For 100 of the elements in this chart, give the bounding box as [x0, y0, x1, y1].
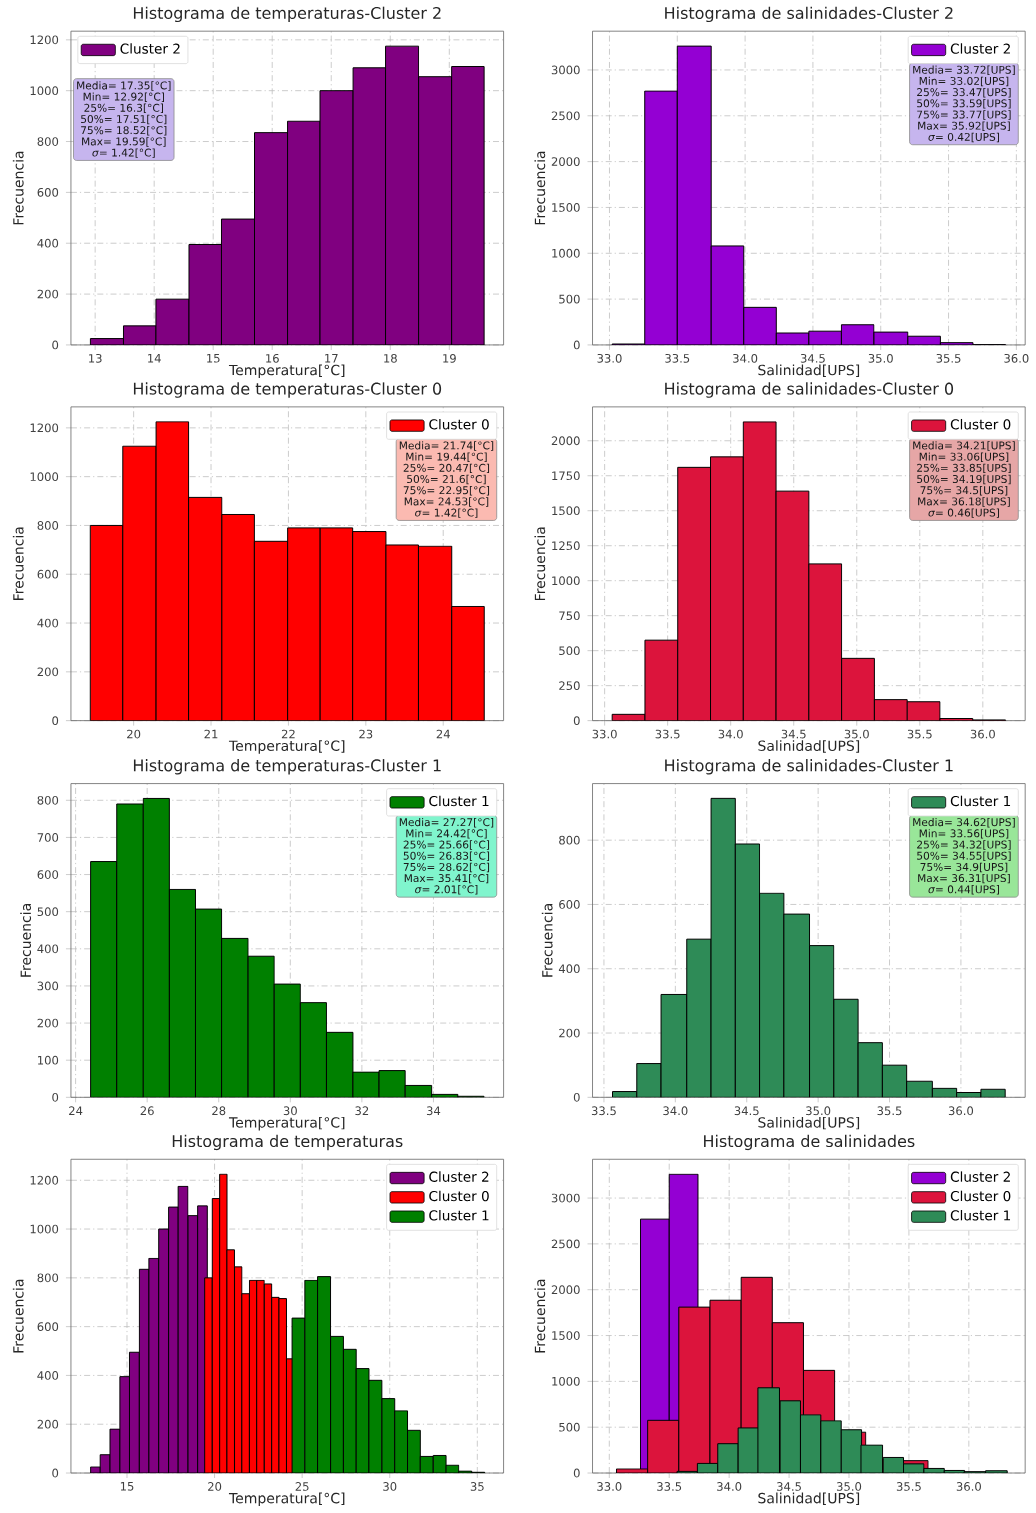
x-tick-label: 30	[283, 1106, 297, 1116]
y-axis-title: Frecuencia	[534, 151, 546, 225]
x-tick-label: 20	[208, 1482, 222, 1491]
annotation: Max= 36.18[UPS]	[918, 497, 1010, 507]
y-axis-title: Frecuencia	[20, 904, 32, 977]
y-axis-title: Frecuencia	[12, 1279, 24, 1353]
x-tick-label: 13	[89, 353, 102, 363]
annotation: Media= 33.72[UPS]	[913, 65, 1015, 76]
x-tick-label: 15	[207, 353, 220, 363]
x-tick-label: 33.0	[592, 729, 617, 739]
legend-label: Cluster 0	[429, 418, 489, 430]
x-tick-label: 18	[384, 353, 397, 363]
legend-label: Cluster 2	[950, 43, 1010, 54]
legend-label: Cluster 0	[950, 1190, 1011, 1202]
legend-label: Cluster 0	[429, 1190, 489, 1202]
x-tick-label: 36.0	[956, 1482, 982, 1491]
y-tick-label: 600	[37, 569, 59, 579]
y-tick-label: 1750	[552, 471, 580, 481]
y-tick-label: 200	[37, 667, 59, 677]
annotation: 25%= 33.85[UPS]	[917, 463, 1011, 474]
y-tick-label: 600	[37, 870, 59, 879]
annotation: 25%= 34.32[UPS]	[917, 840, 1011, 850]
chart-title: Histograma de temperaturas	[172, 1134, 403, 1151]
x-tick-label: 34.5	[800, 353, 825, 363]
annotation: 50%= 26.83[°C]	[403, 851, 490, 861]
y-tick-label: 1500	[552, 506, 580, 516]
y-axis-title: Frecuencia	[534, 1279, 546, 1353]
y-tick-label: 500	[37, 907, 59, 917]
y-tick-label: 0	[52, 1468, 59, 1478]
y-tick-label: 500	[559, 1422, 580, 1432]
y-tick-label: 1000	[552, 1376, 580, 1386]
x-tick-label: 33.0	[597, 1482, 622, 1491]
x-tick-label: 36.0	[1004, 353, 1029, 363]
x-tick-label: 19	[443, 353, 456, 363]
x-axis-title: Salinidad[UPS]	[758, 1492, 860, 1506]
y-tick-label: 0	[573, 1092, 580, 1102]
x-tick-label: 23	[359, 729, 373, 739]
x-axis-title: Salinidad[UPS]	[758, 1116, 860, 1130]
x-tick-label: 35.5	[877, 1106, 902, 1116]
x-tick-label: 34.5	[777, 1482, 802, 1491]
x-tick-label: 35.0	[844, 729, 869, 739]
y-tick-label: 600	[37, 1322, 59, 1332]
x-tick-label: 33.5	[591, 1106, 616, 1116]
annotation: 25%= 33.47[UPS]	[917, 87, 1011, 98]
y-tick-label: 400	[37, 238, 59, 248]
y-tick-label: 0	[573, 1468, 580, 1478]
y-tick-label: 0	[573, 340, 580, 350]
annotation: Max= 35.41[°C]	[404, 873, 489, 884]
y-tick-label: 0	[573, 716, 580, 725]
y-tick-label: 1200	[30, 35, 59, 45]
y-tick-label: 2000	[551, 1285, 580, 1295]
y-tick-label: 800	[37, 1273, 59, 1283]
y-tick-label: 500	[559, 294, 580, 304]
y-axis-title: Frecuencia	[541, 904, 553, 977]
annotation: Min= 19.44[°C]	[406, 452, 487, 462]
x-tick-label: 26	[140, 1106, 154, 1116]
x-tick-label: 22	[281, 729, 295, 739]
x-tick-label: 33.5	[665, 353, 690, 363]
annotation: Min= 33.56[UPS]	[919, 829, 1009, 839]
annotation: 50%= 21.6[°C]	[407, 474, 486, 485]
y-tick-label: 100	[38, 1055, 59, 1065]
annotation: 75%= 34.9[UPS]	[920, 862, 1008, 873]
y-tick-label: 2000	[551, 157, 580, 166]
annotation: 25%= 25.66[°C]	[403, 840, 490, 850]
y-tick-label: 800	[37, 521, 59, 530]
y-tick-label: 1200	[30, 423, 59, 433]
x-tick-label: 33.5	[657, 1482, 682, 1491]
y-tick-label: 0	[52, 1092, 59, 1102]
x-axis-title: Temperatura[°C]	[229, 1116, 345, 1131]
y-tick-label: 800	[559, 835, 580, 845]
y-axis-title: Frecuencia	[12, 527, 24, 600]
annotation: Media= 34.21[UPS]	[913, 441, 1015, 451]
annotation: Max= 19.59[°C]	[82, 137, 166, 147]
chart-title: Histograma de salinidades	[704, 1134, 915, 1151]
y-tick-label: 2000	[551, 436, 580, 446]
y-tick-label: 700	[37, 833, 59, 842]
y-tick-label: 1000	[552, 576, 580, 586]
legend-label: Cluster 2	[120, 43, 180, 54]
x-tick-label: 15	[120, 1482, 134, 1491]
chart-title: Histograma de temperaturas-Cluster 0	[134, 382, 442, 398]
x-axis-title: Salinidad[UPS]	[758, 364, 860, 377]
annotation: 50%= 34.55[UPS]	[917, 851, 1011, 861]
chart-title: Histograma de temperaturas-Cluster 1	[133, 759, 441, 775]
chart-title: Histograma de salinidades-Cluster 2	[665, 6, 953, 23]
x-tick-label: 25	[295, 1482, 309, 1491]
x-tick-label: 33.5	[655, 729, 680, 739]
chart-title: Histograma de salinidades-Cluster 1	[665, 759, 953, 775]
y-tick-label: 750	[559, 611, 580, 621]
x-tick-label: 24	[436, 729, 451, 739]
y-axis-title: Frecuencia	[12, 151, 24, 225]
legend-label: Cluster 1	[429, 1209, 489, 1221]
x-tick-label: 35.5	[936, 353, 961, 363]
y-tick-label: 1200	[30, 1175, 59, 1185]
x-tick-label: 34.0	[663, 1106, 688, 1116]
annotation: 50%= 17.51[°C]	[81, 114, 167, 125]
x-tick-label: 32	[355, 1106, 369, 1116]
x-tick-label: 34.5	[781, 729, 806, 739]
y-tick-label: 2500	[551, 111, 580, 121]
y-tick-label: 200	[559, 1028, 580, 1038]
annotation: Min= 33.06[UPS]	[919, 452, 1009, 462]
